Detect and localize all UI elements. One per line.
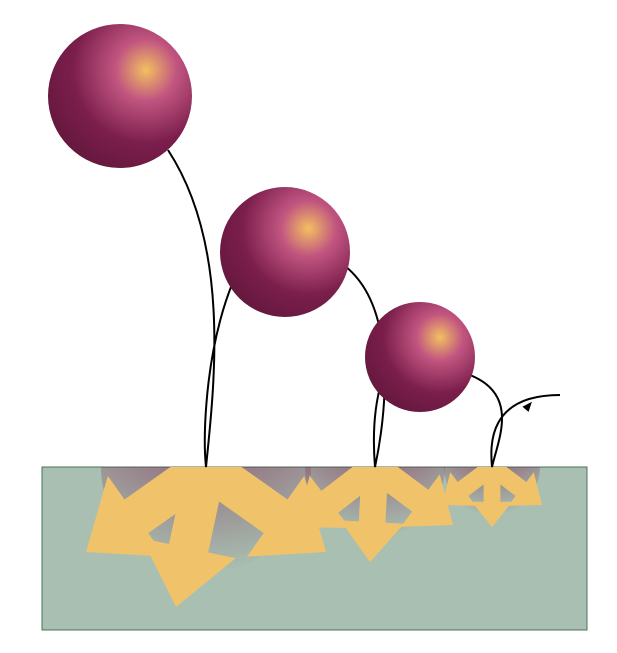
- ball: [220, 187, 350, 317]
- bouncing-ball-energy-diagram: [0, 0, 617, 653]
- ball: [365, 302, 475, 412]
- trajectory-path: [168, 150, 560, 467]
- ball: [48, 24, 192, 168]
- bouncing-ball-group: [48, 24, 475, 412]
